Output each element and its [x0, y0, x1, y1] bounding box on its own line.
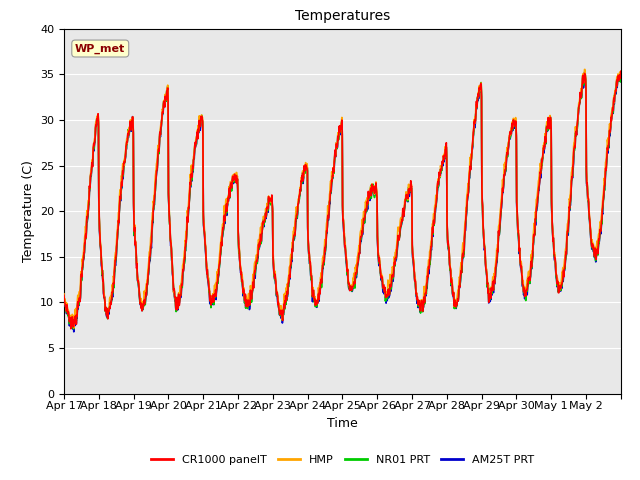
CR1000 panelT: [556, 288, 563, 293]
CR1000 panelT: [317, 280, 325, 286]
HMP: [611, 100, 618, 106]
AM25T PRT: [474, 98, 482, 104]
HMP: [317, 274, 325, 279]
Text: WP_met: WP_met: [75, 43, 125, 54]
NR01 PRT: [148, 239, 156, 244]
NR01 PRT: [70, 326, 77, 332]
Legend: CR1000 panelT, HMP, NR01 PRT, AM25T PRT: CR1000 panelT, HMP, NR01 PRT, AM25T PRT: [146, 450, 539, 469]
AM25T PRT: [60, 293, 68, 299]
HMP: [148, 232, 156, 238]
AM25T PRT: [328, 178, 336, 183]
HMP: [60, 291, 68, 297]
NR01 PRT: [60, 294, 68, 300]
CR1000 panelT: [67, 326, 75, 332]
AM25T PRT: [70, 329, 77, 335]
Line: NR01 PRT: NR01 PRT: [64, 73, 621, 329]
AM25T PRT: [556, 288, 563, 294]
NR01 PRT: [556, 287, 563, 292]
AM25T PRT: [617, 69, 625, 75]
AM25T PRT: [317, 280, 325, 286]
HMP: [70, 325, 77, 331]
Line: AM25T PRT: AM25T PRT: [64, 72, 621, 332]
CR1000 panelT: [328, 178, 336, 184]
NR01 PRT: [328, 179, 336, 184]
HMP: [556, 288, 563, 293]
CR1000 panelT: [474, 94, 482, 99]
CR1000 panelT: [617, 69, 625, 74]
NR01 PRT: [474, 95, 482, 100]
NR01 PRT: [317, 285, 325, 290]
HMP: [617, 69, 625, 74]
AM25T PRT: [610, 96, 618, 102]
X-axis label: Time: Time: [327, 417, 358, 430]
AM25T PRT: [148, 245, 156, 251]
Line: HMP: HMP: [64, 70, 621, 328]
Line: CR1000 panelT: CR1000 panelT: [64, 72, 621, 329]
Y-axis label: Temperature (C): Temperature (C): [22, 160, 35, 262]
CR1000 panelT: [60, 293, 68, 299]
CR1000 panelT: [610, 95, 618, 101]
HMP: [328, 172, 336, 178]
NR01 PRT: [610, 94, 618, 99]
HMP: [474, 94, 482, 100]
CR1000 panelT: [148, 240, 156, 246]
HMP: [581, 67, 589, 72]
Title: Temperatures: Temperatures: [295, 10, 390, 24]
NR01 PRT: [617, 70, 625, 76]
